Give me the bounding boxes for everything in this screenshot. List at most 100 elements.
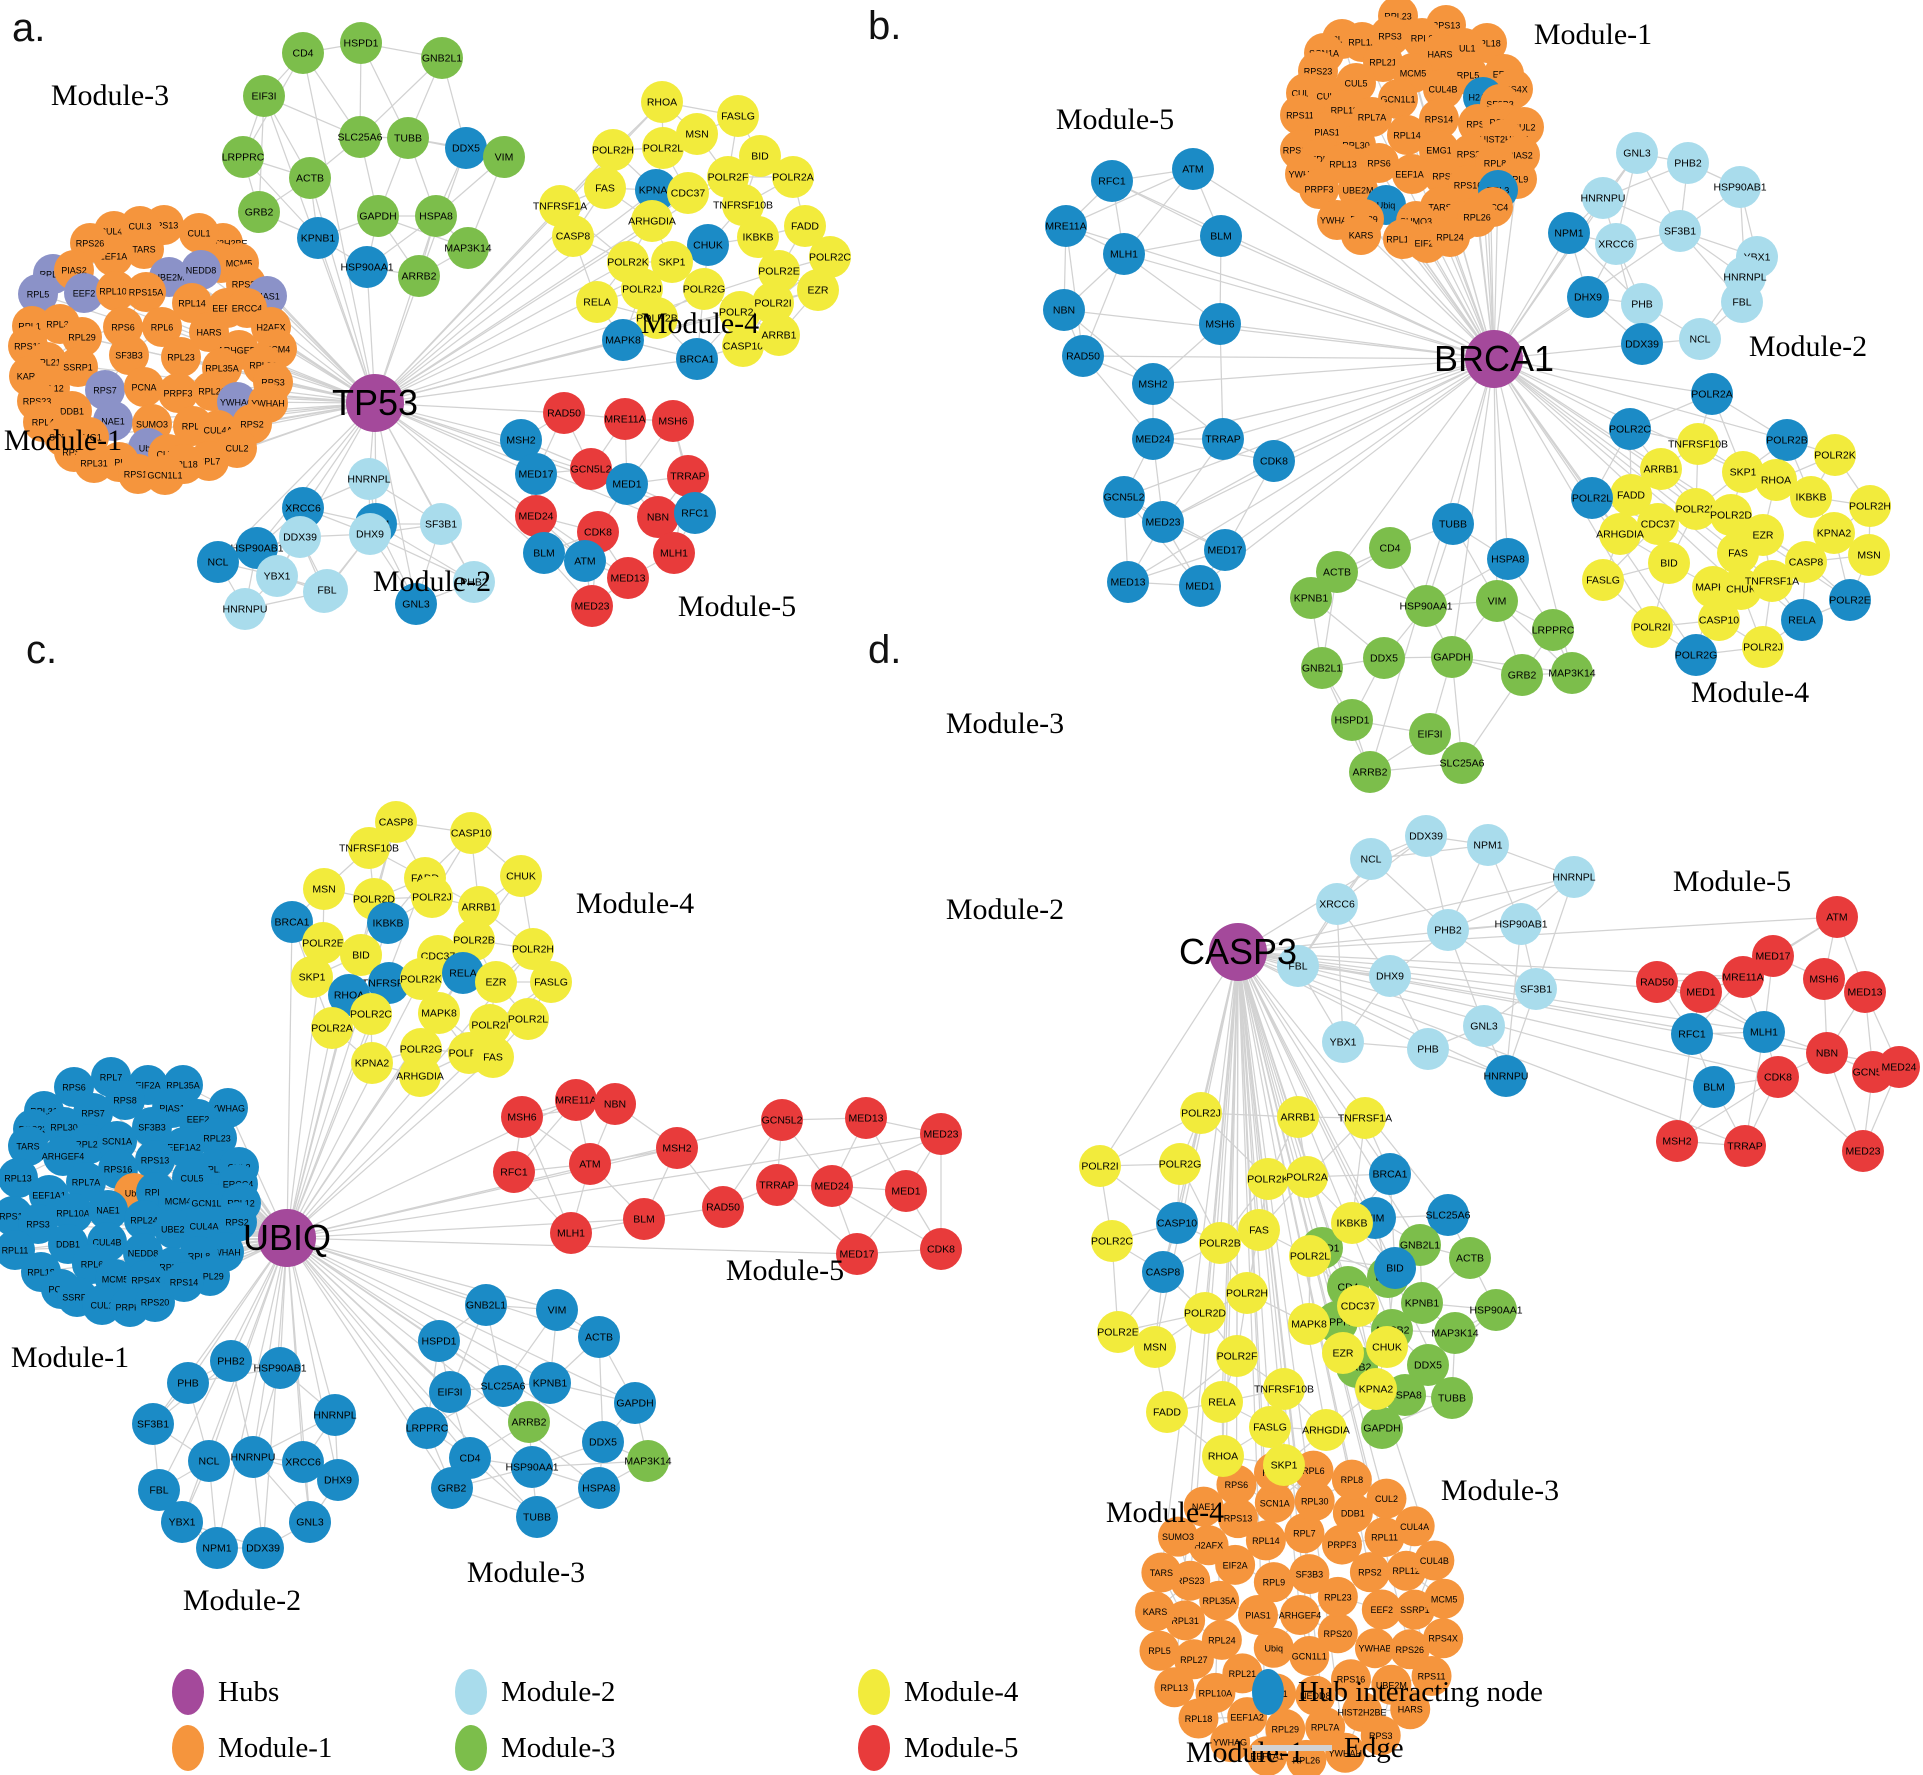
module-label-b-Module-3: Module-3	[946, 707, 1064, 740]
node-label-RPL18: RPL18	[170, 460, 198, 470]
node-label-GNL3: GNL3	[402, 599, 430, 611]
node-RPL29	[62, 317, 102, 357]
node-label-POLR2A: POLR2A	[1286, 1172, 1327, 1184]
node-label-MLH1: MLH1	[1110, 249, 1138, 261]
node-label-KPNB1: KPNB1	[301, 233, 336, 245]
node-HARS	[189, 312, 229, 352]
node-label-H2AFX: H2AFX	[256, 323, 285, 333]
node-MAPK8	[418, 992, 460, 1034]
node-label-CHUK: CHUK	[506, 871, 536, 883]
node-label-YWHAB: YWHAB	[1288, 170, 1321, 180]
legend-label: Module-3	[501, 1731, 616, 1764]
node-label-RPS11: RPS11	[1418, 1671, 1446, 1681]
node-POLR2A	[1691, 373, 1733, 415]
module-label-b-Module-5: Module-5	[1056, 103, 1174, 136]
node-CUL2	[1366, 1478, 1407, 1519]
node-PHB	[1407, 1028, 1449, 1070]
node-label-XRCC6: XRCC6	[1598, 239, 1634, 251]
node-label-MED13: MED13	[1110, 577, 1145, 589]
node-CDC37	[1337, 1285, 1379, 1327]
node-BID	[739, 135, 781, 177]
node-label-TNFRSF1A: TNFRSF1A	[533, 201, 587, 213]
node-label-POLR2B: POLR2B	[453, 935, 494, 947]
node-label-YBX1: YBX1	[169, 1517, 196, 1529]
node-RPS2	[1349, 1552, 1390, 1593]
node-label-EIF2A: EIF2A	[1223, 1560, 1248, 1570]
node-label-RPL4: RPL4	[32, 418, 55, 428]
node-label-BLM: BLM	[1703, 1082, 1725, 1094]
node-RHOA	[1202, 1435, 1244, 1477]
node-label-RPL26: RPL26	[1463, 213, 1491, 223]
node-GNL3	[395, 583, 437, 625]
node-label-RAD50: RAD50	[706, 1202, 740, 1214]
node-label-DDX5: DDX5	[1414, 1360, 1442, 1372]
node-label-VIM: VIM	[548, 1305, 567, 1317]
node-label-CUL4B: CUL4B	[1428, 85, 1457, 95]
node-ARHGEF4	[43, 1136, 83, 1176]
node-label-RPL5: RPL5	[1457, 71, 1480, 81]
node-label-RPL13: RPL13	[4, 1174, 32, 1184]
node-label-POLR2B: POLR2B	[636, 313, 677, 325]
legend-item-module-2: Module-2	[455, 1668, 615, 1716]
node-RPL24	[1201, 1619, 1242, 1660]
node-POLR2J	[1742, 626, 1784, 668]
node-POLR2L	[642, 127, 684, 169]
node-CHUK	[500, 855, 542, 897]
node-MSH2	[1656, 1120, 1698, 1162]
node-label-RPL11: RPL11	[1371, 1533, 1398, 1543]
node-GCN5L2	[1103, 476, 1145, 518]
node-POLR2C	[350, 993, 392, 1035]
node-label-RPL31: RPL31	[30, 1107, 58, 1117]
node-label-RPL21: RPL21	[1229, 1669, 1257, 1679]
node-label-RPL31: RPL31	[80, 459, 108, 469]
node-label-PRPF3: PRPF3	[1327, 1540, 1356, 1550]
node-label-RPS14: RPS14	[1425, 115, 1454, 125]
node-POLR2A	[1286, 1156, 1328, 1198]
node-label-Ubiq: Ubiq	[125, 1189, 144, 1199]
module-label-b-Module-4: Module-4	[1691, 676, 1809, 709]
node-POLR2F	[1216, 1335, 1258, 1377]
node-SCN1A	[97, 1121, 137, 1161]
node-label-RPL35A: RPL35A	[1202, 1596, 1236, 1606]
node-label-RPL23: RPL23	[167, 353, 195, 363]
node-MED1	[885, 1170, 927, 1212]
node-HNRNPL	[314, 1394, 356, 1436]
node-label-EZR: EZR	[1753, 530, 1774, 542]
node-label-PRPF3: PRPF3	[163, 389, 192, 399]
module-label-b-Module-2: Module-2	[1749, 330, 1867, 363]
node-TNFRSF1A	[368, 962, 410, 1004]
node-label-POLR2E: POLR2E	[1097, 1327, 1138, 1339]
node-label-GRB2: GRB2	[245, 207, 274, 219]
node-CDK8	[1757, 1056, 1799, 1098]
node-label-BID: BID	[1386, 1263, 1404, 1275]
node-label-RPL10A: RPL10A	[1386, 235, 1420, 245]
node-POLR2L	[1571, 477, 1613, 519]
node-CHUK	[687, 224, 729, 266]
node-label-TUBB: TUBB	[1439, 519, 1467, 531]
node-label-BRCA1: BRCA1	[1372, 1169, 1407, 1181]
node-POLR2I	[1631, 606, 1673, 648]
node-label-DHX9: DHX9	[1376, 971, 1404, 983]
node-label-MAPK8: MAPK8	[605, 335, 641, 347]
node-ACTB	[578, 1316, 620, 1358]
node-label-HNRNPL: HNRNPL	[313, 1410, 356, 1422]
node-label-NEDD8: NEDD8	[1304, 155, 1335, 165]
node-label-RPS3: RPS3	[1369, 1731, 1393, 1741]
node-label-XRCC6: XRCC6	[285, 1457, 321, 1469]
node-label-MED24: MED24	[814, 1181, 849, 1193]
node-MSN	[303, 868, 345, 910]
node-label-EMG1: EMG1	[76, 433, 102, 443]
node-label-BID: BID	[751, 151, 769, 163]
node-KPNA2	[1813, 512, 1855, 554]
node-CDK8	[920, 1228, 962, 1270]
node-SF3B3	[132, 1107, 172, 1147]
node-label-RPS26: RPS26	[1396, 1645, 1425, 1655]
node-label-MRE11A: MRE11A	[1045, 221, 1086, 233]
node-CASP10	[1156, 1202, 1198, 1244]
node-RPL5	[18, 274, 58, 314]
node-label-MED17: MED17	[518, 469, 553, 481]
node-label-PHB2: PHB2	[1434, 925, 1462, 937]
node-NCL	[197, 541, 239, 583]
node-label-SF3B1: SF3B1	[1520, 984, 1552, 996]
module-label-d-Module-5: Module-5	[1673, 865, 1791, 898]
